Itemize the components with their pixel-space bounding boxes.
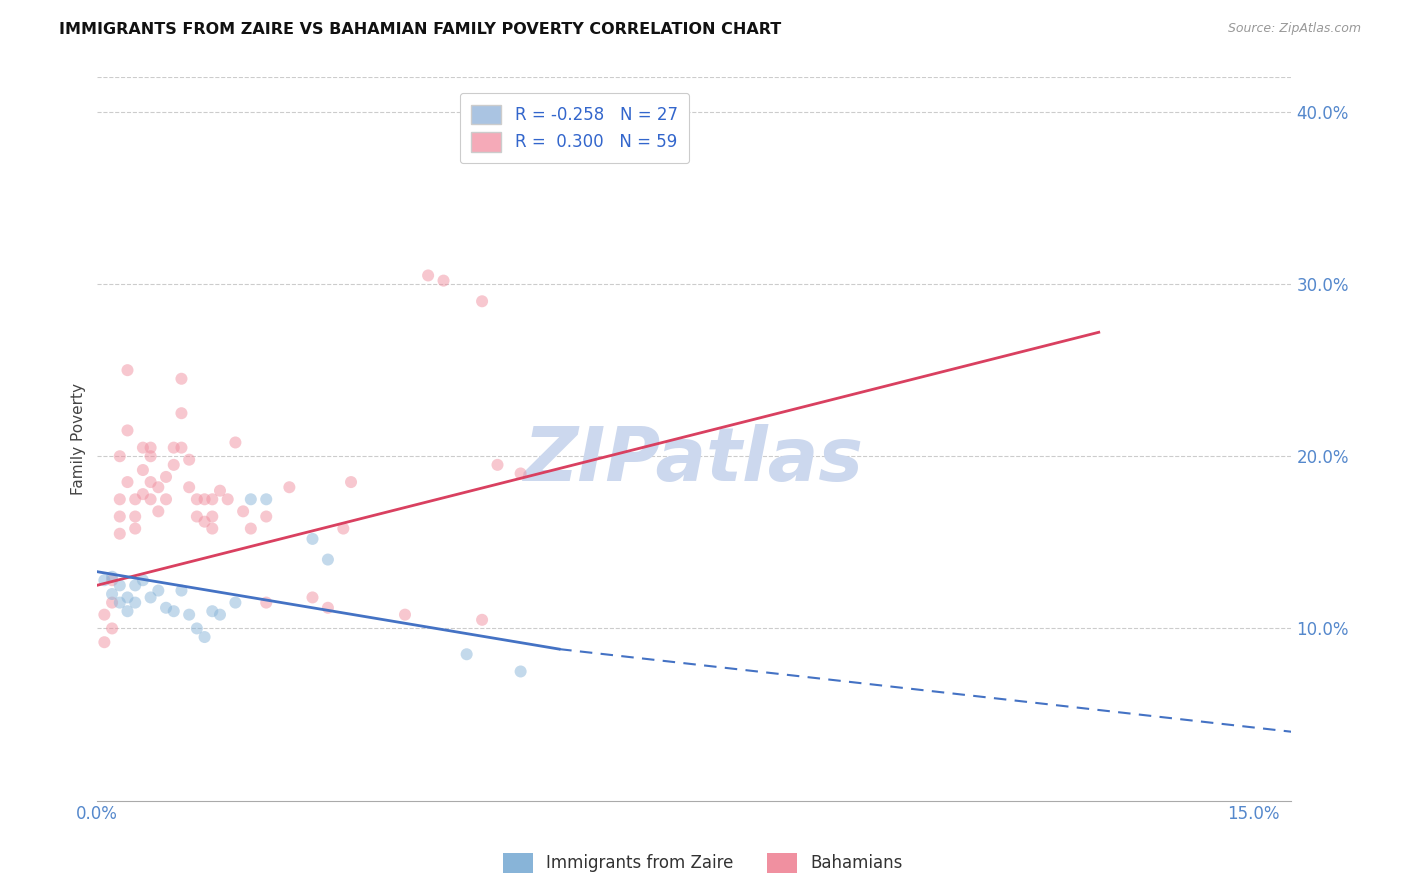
Point — [254, 596, 277, 610]
Point — [132, 463, 155, 477]
Point — [163, 441, 186, 455]
Point — [486, 458, 509, 472]
Point — [170, 372, 193, 386]
Point — [139, 492, 162, 507]
Point — [194, 515, 217, 529]
Point — [224, 435, 246, 450]
Point — [93, 607, 115, 622]
Point — [108, 492, 131, 507]
Point — [139, 449, 162, 463]
Point — [101, 570, 124, 584]
Point — [163, 604, 186, 618]
Point — [201, 522, 224, 536]
Point — [186, 492, 208, 507]
Point — [108, 509, 131, 524]
Point — [117, 604, 139, 618]
Point — [155, 492, 177, 507]
Point — [224, 596, 246, 610]
Point — [208, 607, 231, 622]
Point — [217, 492, 239, 507]
Point — [186, 509, 208, 524]
Point — [139, 591, 162, 605]
Point — [186, 622, 208, 636]
Text: ZIPatlas: ZIPatlas — [524, 425, 865, 497]
Point — [117, 591, 139, 605]
Point — [239, 492, 262, 507]
Point — [148, 504, 170, 518]
Point — [201, 492, 224, 507]
Point — [101, 573, 124, 587]
Point — [194, 492, 217, 507]
Y-axis label: Family Poverty: Family Poverty — [72, 383, 86, 495]
Point — [124, 596, 146, 610]
Point — [254, 492, 277, 507]
Point — [278, 480, 301, 494]
Point — [170, 406, 193, 420]
Point — [163, 458, 186, 472]
Point — [301, 591, 323, 605]
Point — [124, 492, 146, 507]
Point — [108, 578, 131, 592]
Point — [155, 470, 177, 484]
Text: IMMIGRANTS FROM ZAIRE VS BAHAMIAN FAMILY POVERTY CORRELATION CHART: IMMIGRANTS FROM ZAIRE VS BAHAMIAN FAMILY… — [59, 22, 782, 37]
Point — [155, 600, 177, 615]
Point — [471, 613, 494, 627]
Point — [132, 487, 155, 501]
Point — [201, 509, 224, 524]
Point — [254, 509, 277, 524]
Point — [208, 483, 231, 498]
Point — [432, 274, 454, 288]
Point — [170, 441, 193, 455]
Point — [108, 526, 131, 541]
Point — [101, 587, 124, 601]
Point — [316, 600, 339, 615]
Point — [148, 480, 170, 494]
Point — [316, 552, 339, 566]
Text: Source: ZipAtlas.com: Source: ZipAtlas.com — [1227, 22, 1361, 36]
Legend: Immigrants from Zaire, Bahamians: Immigrants from Zaire, Bahamians — [496, 847, 910, 880]
Point — [132, 441, 155, 455]
Point — [124, 509, 146, 524]
Point — [117, 424, 139, 438]
Point — [179, 607, 201, 622]
Point — [139, 441, 162, 455]
Point — [340, 475, 363, 489]
Point — [232, 504, 254, 518]
Point — [132, 573, 155, 587]
Point — [117, 363, 139, 377]
Point — [124, 578, 146, 592]
Point — [239, 522, 262, 536]
Point — [471, 294, 494, 309]
Point — [108, 596, 131, 610]
Point — [201, 604, 224, 618]
Point — [332, 522, 354, 536]
Point — [101, 622, 124, 636]
Point — [93, 573, 115, 587]
Point — [194, 630, 217, 644]
Point — [509, 665, 531, 679]
Point — [456, 647, 478, 661]
Point — [170, 583, 193, 598]
Point — [108, 449, 131, 463]
Point — [117, 475, 139, 489]
Point — [148, 583, 170, 598]
Point — [124, 522, 146, 536]
Point — [139, 475, 162, 489]
Point — [93, 635, 115, 649]
Point — [101, 596, 124, 610]
Point — [179, 480, 201, 494]
Legend: R = -0.258   N = 27, R =  0.300   N = 59: R = -0.258 N = 27, R = 0.300 N = 59 — [460, 93, 689, 163]
Point — [509, 467, 531, 481]
Point — [394, 607, 416, 622]
Point — [301, 532, 323, 546]
Point — [416, 268, 439, 283]
Point — [179, 452, 201, 467]
